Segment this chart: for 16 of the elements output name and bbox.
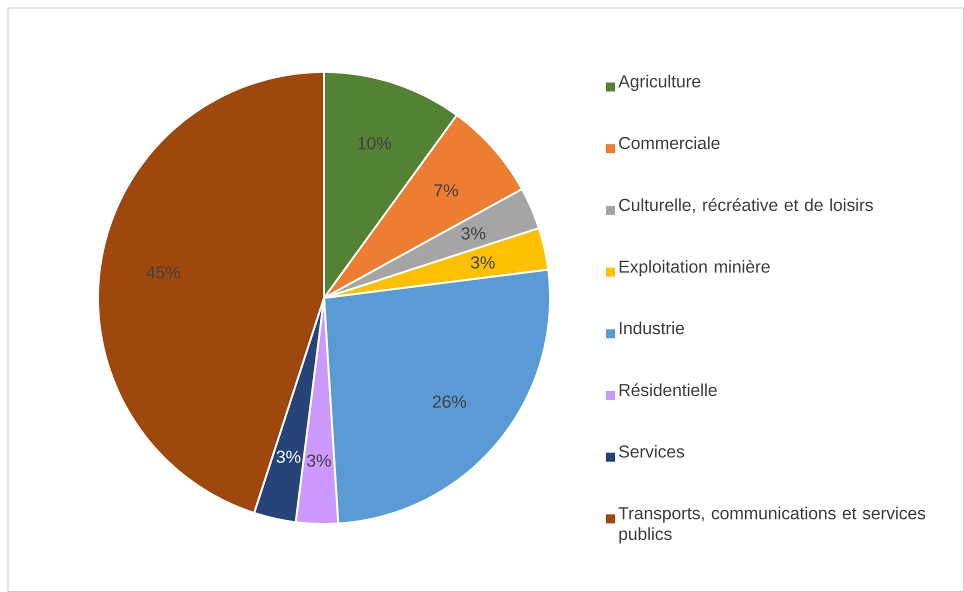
legend-label: Services — [619, 444, 684, 458]
data-label: 26% — [432, 396, 466, 408]
legend-label: Résidentielle — [620, 383, 717, 396]
legend-label: Industrie — [620, 322, 684, 334]
legend-label: Culturelle, récréative et de loisirs — [619, 198, 873, 214]
legend-label: Exploitation minière — [620, 260, 770, 276]
legend-label: Transports, communications et services publics — [618, 506, 926, 544]
legend-label: Commerciale — [619, 136, 720, 150]
legend-label: Agriculture — [618, 74, 700, 91]
data-label: 7% — [434, 184, 458, 196]
data-label: 10% — [358, 137, 392, 150]
data-label: 3% — [276, 450, 300, 463]
data-label: 45% — [146, 266, 180, 279]
data-label: 3% — [461, 227, 486, 240]
data-label: 3% — [307, 454, 331, 467]
data-label: 3% — [470, 256, 495, 269]
